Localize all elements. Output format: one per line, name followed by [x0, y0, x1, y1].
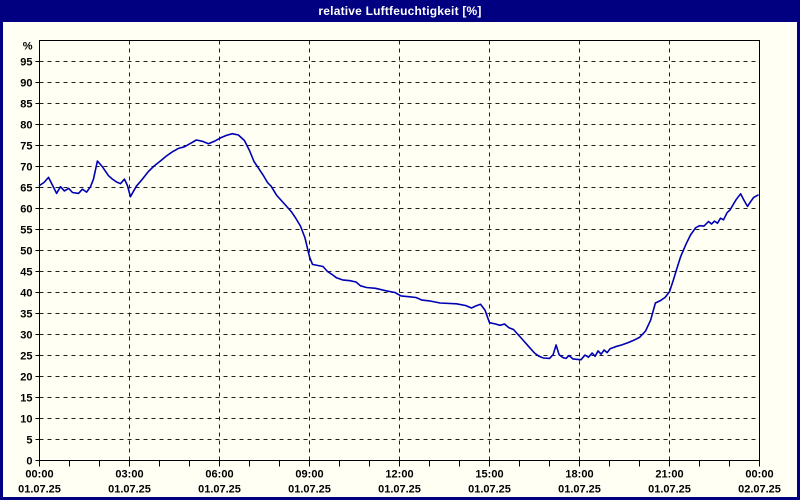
plot-frame	[39, 40, 760, 461]
y-tick-label: 20	[20, 372, 32, 384]
title-bar: relative Luftfeuchtigkeit [%]	[0, 0, 800, 22]
y-tick-label: 0	[26, 456, 32, 468]
x-tick-date-label: 01.07.25	[288, 484, 331, 496]
x-tick-date-label: 01.07.25	[468, 484, 511, 496]
x-tick-date-label: 01.07.25	[18, 484, 61, 496]
x-tick-date-label: 01.07.25	[108, 484, 151, 496]
y-tick-label: 25	[20, 351, 32, 363]
y-tick-label: 65	[20, 183, 32, 195]
y-axis-unit-label: %	[23, 41, 33, 53]
y-tick-label: 60	[20, 204, 32, 216]
x-tick-time-label: 18:00	[565, 469, 593, 481]
x-tick-time-label: 00:00	[745, 469, 773, 481]
y-tick-label: 80	[20, 120, 32, 132]
y-tick-label: 15	[20, 393, 32, 405]
x-tick-time-label: 15:00	[475, 469, 503, 481]
x-tick-date-label: 01.07.25	[378, 484, 421, 496]
y-tick-label: 90	[20, 78, 32, 90]
y-tick-label: 45	[20, 267, 32, 279]
y-tick-label: 10	[20, 414, 32, 426]
y-tick-label: 95	[20, 57, 32, 69]
x-tick-time-label: 09:00	[295, 469, 323, 481]
x-tick-time-label: 03:00	[115, 469, 143, 481]
x-gridlines	[129, 40, 670, 461]
x-tick-time-label: 06:00	[205, 469, 233, 481]
x-tick-time-label: 12:00	[385, 469, 413, 481]
y-tick-label: 55	[20, 225, 32, 237]
y-tick-label: 85	[20, 99, 32, 111]
x-tick-time-label: 21:00	[655, 469, 683, 481]
humidity-series-line	[38, 132, 759, 361]
x-tick-date-label: 01.07.25	[198, 484, 241, 496]
y-tick-label: 50	[20, 246, 32, 258]
x-tick-time-label: 00:00	[25, 469, 53, 481]
chart-title: relative Luftfeuchtigkeit [%]	[318, 4, 482, 18]
y-tick-label: 5	[26, 435, 32, 447]
axis-ticks	[35, 61, 760, 467]
x-tick-date-label: 02.07.25	[738, 484, 781, 496]
y-tick-label: 35	[20, 309, 32, 321]
x-tick-date-label: 01.07.25	[648, 484, 691, 496]
y-tick-label: 75	[20, 141, 32, 153]
x-tick-labels: 00:00 01.07.25 03:00 01.07.25 06:00 01.07.25 0…	[18, 469, 781, 496]
x-tick-date-label: 01.07.25	[558, 484, 601, 496]
y-tick-label: 30	[20, 330, 32, 342]
y-tick-label: 70	[20, 162, 32, 174]
y-tick-label: 40	[20, 288, 32, 300]
